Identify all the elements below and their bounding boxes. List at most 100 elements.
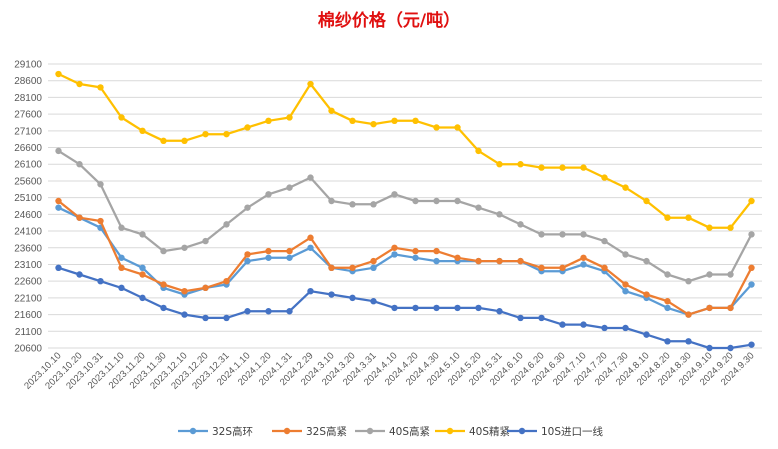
data-point <box>622 281 629 288</box>
data-point <box>139 127 146 135</box>
data-point <box>664 214 671 221</box>
data-point <box>370 257 377 265</box>
data-point <box>328 264 335 272</box>
x-axis-ticks: 2023.10.102023.10.202023.10.312023.11.10… <box>22 350 756 391</box>
data-point <box>454 197 461 205</box>
data-point <box>349 294 356 302</box>
data-point <box>685 214 692 221</box>
data-point <box>55 197 62 205</box>
data-point <box>538 231 545 238</box>
legend-label: 32S高环 <box>212 425 253 438</box>
data-point <box>748 231 755 238</box>
data-point <box>748 341 755 348</box>
data-point <box>97 181 104 188</box>
series-group <box>55 70 755 231</box>
data-point <box>160 247 167 255</box>
data-point <box>517 257 524 265</box>
data-point <box>286 254 293 261</box>
data-point <box>664 298 671 305</box>
y-tick-label: 27600 <box>14 110 42 121</box>
data-point <box>475 204 482 211</box>
data-point <box>181 137 188 145</box>
series-line <box>58 266 752 350</box>
data-point <box>265 254 272 261</box>
y-tick-label: 24600 <box>14 210 42 221</box>
data-point <box>202 237 209 245</box>
y-tick-label: 26100 <box>14 160 42 171</box>
data-point <box>202 314 209 322</box>
data-point <box>328 197 335 205</box>
data-point <box>223 130 230 138</box>
data-point <box>55 264 62 272</box>
data-point <box>622 251 629 258</box>
data-point <box>223 277 230 285</box>
data-point <box>76 214 83 221</box>
data-point <box>265 308 272 315</box>
y-tick-label: 24100 <box>14 227 42 238</box>
data-point <box>349 117 356 125</box>
data-point <box>622 184 629 191</box>
data-point <box>412 197 419 205</box>
data-point <box>412 304 419 312</box>
data-point <box>307 234 314 241</box>
data-point <box>286 308 293 315</box>
data-point <box>433 257 440 265</box>
data-point <box>76 161 83 168</box>
series-group <box>55 264 755 352</box>
data-point <box>97 217 104 225</box>
data-point <box>370 201 377 208</box>
data-point <box>139 264 146 272</box>
y-tick-label: 27100 <box>14 126 42 137</box>
data-point <box>475 147 482 155</box>
data-point <box>727 271 734 278</box>
data-point <box>349 264 356 272</box>
data-point <box>580 231 587 238</box>
data-point <box>391 304 398 312</box>
data-point <box>286 114 293 121</box>
data-point <box>349 201 356 208</box>
data-point <box>307 288 314 295</box>
data-point <box>244 204 251 211</box>
y-tick-label: 25100 <box>14 193 42 204</box>
data-point <box>181 288 188 295</box>
data-point <box>559 264 566 272</box>
series-line <box>58 206 753 316</box>
data-point <box>727 224 734 231</box>
data-point <box>601 264 608 272</box>
grid <box>48 63 762 349</box>
data-point <box>538 314 545 322</box>
legend-item: 32S高环 <box>178 425 253 438</box>
data-point <box>244 308 251 315</box>
data-point <box>244 257 251 265</box>
legend-marker <box>446 427 454 435</box>
data-point <box>433 124 440 131</box>
y-tick-label: 21100 <box>15 327 43 338</box>
series-line <box>57 149 753 283</box>
data-point <box>139 294 146 302</box>
data-point <box>643 197 650 205</box>
data-point <box>307 174 314 181</box>
data-point <box>223 314 230 322</box>
data-point <box>97 84 104 91</box>
data-point <box>307 244 314 251</box>
legend-label: 40S精紧 <box>469 425 510 438</box>
y-tick-label: 26600 <box>14 143 42 154</box>
data-point <box>391 244 398 251</box>
data-point <box>643 291 650 298</box>
data-point <box>328 291 335 298</box>
y-tick-label: 23600 <box>14 243 42 254</box>
data-point <box>706 224 713 231</box>
series-group <box>55 204 755 318</box>
legend-label: 32S高紧 <box>306 425 347 438</box>
data-point <box>664 271 671 278</box>
y-tick-label: 29100 <box>14 60 42 71</box>
legend-marker <box>518 427 526 435</box>
data-point <box>265 117 272 125</box>
data-point <box>433 304 440 312</box>
data-point <box>412 254 419 261</box>
y-tick-label: 22100 <box>14 293 42 304</box>
data-point <box>139 231 146 238</box>
data-point <box>391 251 398 258</box>
legend-item: 32S高紧 <box>272 425 347 438</box>
legend-label: 40S高紧 <box>389 425 430 438</box>
